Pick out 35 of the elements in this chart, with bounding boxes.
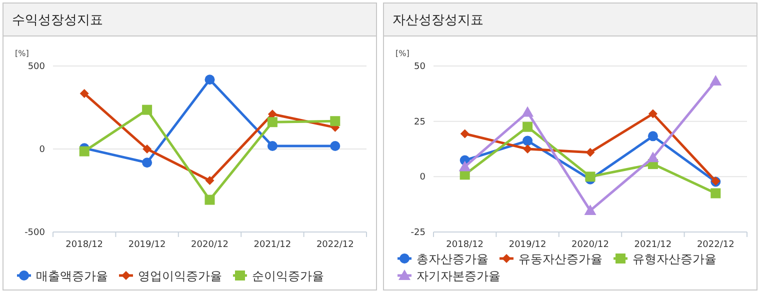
x-tick-label: 2020/12 (191, 240, 228, 250)
legend-item: 영업이익증가율 (119, 269, 222, 283)
x-tick-label: 2022/12 (316, 240, 354, 250)
y-tick-label: 25 (414, 117, 426, 128)
y-axis-title: [%] (15, 49, 29, 58)
x-tick-label: 2021/12 (254, 240, 292, 250)
legend-label: 자기자본증가율 (416, 269, 500, 283)
legend-item: 총자산증가율 (398, 252, 488, 266)
y-axis-title: [%] (396, 49, 410, 58)
legend-item: 자기자본증가율 (398, 269, 500, 283)
x-tick-label: 2018/12 (66, 240, 104, 250)
legend-label: 순이익증가율 (252, 269, 324, 283)
x-tick-label: 2019/12 (508, 240, 546, 250)
legend-label: 유형자산증가율 (632, 252, 716, 266)
x-tick-label: 2020/12 (572, 240, 609, 250)
y-tick-label: -500 (24, 228, 46, 238)
y-tick-label: 500 (28, 62, 46, 72)
y-tick-label: 0 (420, 172, 426, 183)
legend-item: 유형자산증가율 (614, 252, 716, 266)
legend-label: 매출액증가율 (36, 269, 108, 283)
y-tick-label: 50 (414, 62, 426, 72)
legend-label: 총자산증가율 (416, 252, 488, 266)
legend-label: 영업이익증가율 (138, 269, 222, 283)
x-tick-label: 2019/12 (128, 240, 166, 250)
y-tick-label: -25 (410, 228, 426, 238)
chart-title: 자산성장성지표 (392, 13, 484, 28)
y-tick-label: 0 (39, 145, 46, 155)
legend-item: 매출액증가율 (17, 269, 108, 283)
chart-title: 수익성장성지표 (12, 13, 103, 28)
x-tick-label: 2022/12 (696, 240, 734, 250)
legend-label: 유동자산증가율 (518, 252, 602, 266)
x-tick-label: 2021/12 (634, 240, 672, 250)
legend-item: 순이익증가율 (233, 269, 324, 283)
x-tick-label: 2018/12 (446, 240, 484, 250)
legend-item: 유동자산증가율 (500, 252, 602, 266)
